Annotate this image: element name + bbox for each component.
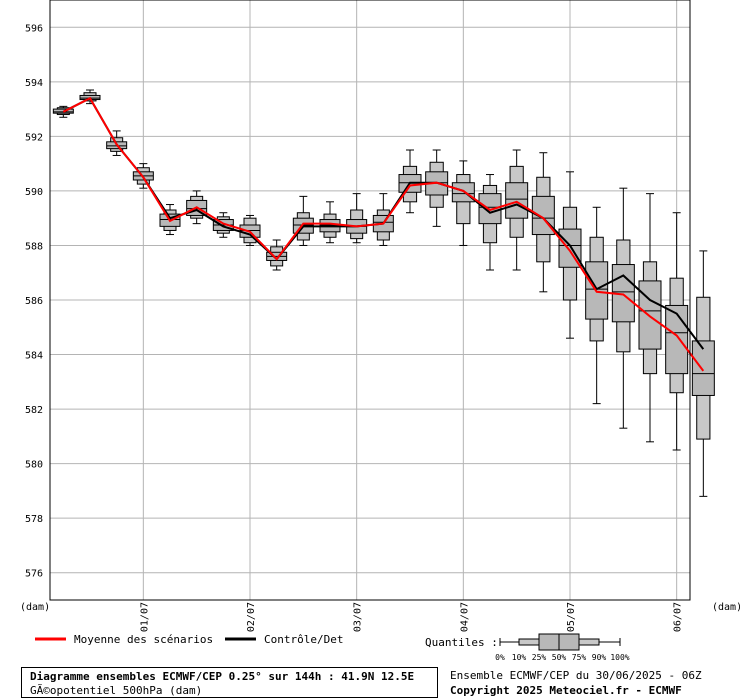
legend: Moyenne des scénarios Contrôle/Det Quant… (35, 633, 630, 662)
series-lines (62, 96, 705, 372)
title-box: Diagramme ensembles ECMWF/CEP 0.25° sur … (21, 667, 438, 698)
box-96 (478, 174, 502, 271)
box-78 (398, 149, 422, 214)
y-tick-label: 576 (25, 569, 43, 580)
copyright: Copyright 2025 Meteociel.fr - ECMWF (450, 684, 682, 697)
box-p25-p75 (691, 340, 715, 396)
y-tick-label: 580 (25, 460, 43, 471)
box-126 (611, 187, 635, 429)
box-72 (372, 193, 394, 246)
box-p25-p75 (665, 304, 689, 375)
y-tick-label: 594 (25, 78, 43, 89)
legend-quantile-box: 0% 10% 25% 50% 75% 90% 100% (495, 633, 630, 662)
box-90 (451, 160, 475, 246)
chart-title: Diagramme ensembles ECMWF/CEP 0.25° sur … (30, 670, 415, 683)
legend-quantile-tick: 0% (495, 653, 505, 662)
box-120 (585, 206, 609, 405)
legend-quantile-tick: 100% (610, 653, 629, 662)
legend-control-label: Contrôle/Det (264, 633, 343, 646)
box-138 (665, 212, 689, 451)
plot-frame (49, 0, 691, 601)
run-info: Ensemble ECMWF/CEP du 30/06/2025 - 06Z (450, 669, 702, 682)
box-84 (425, 149, 449, 227)
box-144 (691, 250, 715, 497)
legend-quantile-tick: 90% (592, 653, 607, 662)
legend-quantile-tick: 25% (532, 653, 547, 662)
y-axis-label-left: (dam) (20, 602, 50, 613)
x-axis-ticks: 01/07 02/07 03/07 04/07 05/07 06/07 (139, 602, 683, 632)
box-p25-p75 (638, 280, 662, 350)
y-tick-label: 596 (25, 23, 43, 34)
y-tick-label: 588 (25, 241, 43, 252)
box-102 (505, 149, 529, 271)
box-108 (531, 152, 555, 293)
series-line (62, 96, 705, 372)
y-tick-label: 592 (25, 132, 43, 143)
box-66 (346, 193, 368, 244)
chart-subtitle: GÃ©opotentiel 500hPa (dam) (30, 684, 203, 697)
legend-quantiles-label: Quantiles : (425, 636, 498, 649)
y-tick-label: 582 (25, 405, 43, 416)
y-tick-label: 590 (25, 187, 43, 198)
y-axis-ticks: 576 578 580 582 584 586 588 590 592 594 596 (25, 23, 43, 579)
x-tick-label: 01/07 (139, 602, 150, 632)
x-tick-label: 06/07 (673, 602, 684, 632)
y-tick-label: 584 (25, 351, 43, 362)
legend-quantile-tick: 50% (552, 653, 567, 662)
box-114 (558, 171, 582, 339)
legend-mean-label: Moyenne des scénarios (74, 633, 213, 646)
box-54 (292, 195, 314, 246)
box-48 (266, 239, 288, 271)
x-tick-label: 04/07 (459, 602, 470, 632)
y-axis-label-right: (dam) (712, 602, 740, 613)
box-60 (319, 201, 341, 244)
legend-quantile-tick: 10% (512, 653, 527, 662)
legend-quantile-tick: 75% (572, 653, 587, 662)
y-tick-label: 578 (25, 514, 43, 525)
x-tick-label: 03/07 (353, 602, 364, 632)
x-tick-label: 02/07 (246, 602, 257, 632)
y-tick-label: 586 (25, 296, 43, 307)
box-p25-p75 (505, 182, 529, 219)
box-p25-p75 (451, 182, 475, 203)
box-132 (638, 193, 662, 443)
x-tick-label: 05/07 (566, 602, 577, 632)
